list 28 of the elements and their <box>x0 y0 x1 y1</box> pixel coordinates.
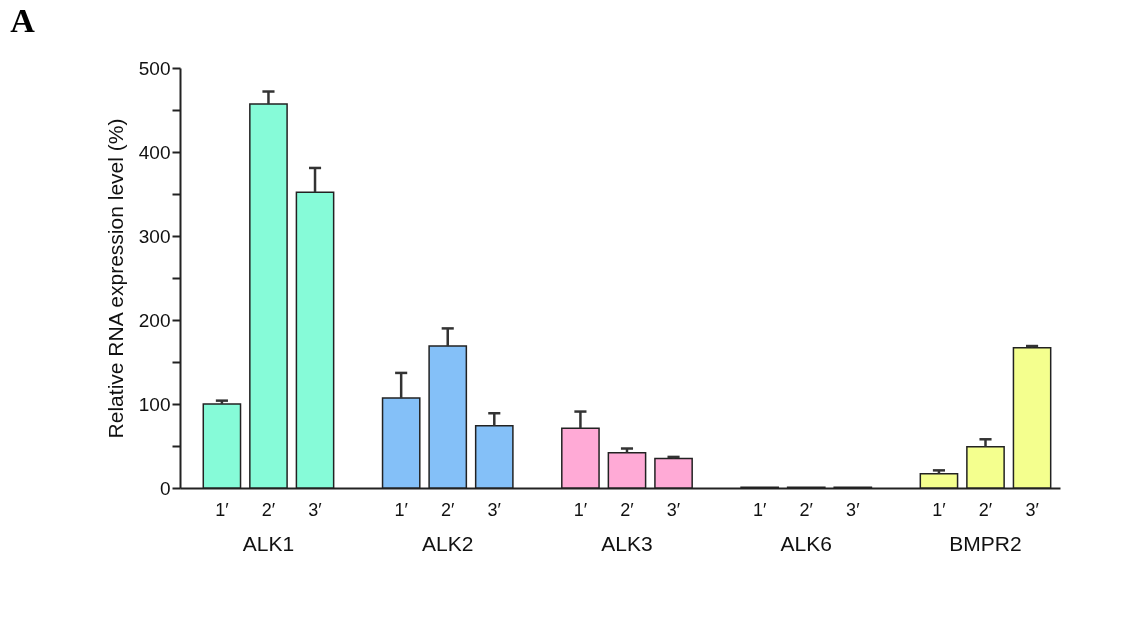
text: ALK1 <box>242 532 295 555</box>
y-tick-label: 100 <box>138 393 171 415</box>
x-tick-label: 1′ <box>752 500 767 520</box>
y-tick-label: 0 <box>159 477 171 499</box>
x-tick-label: 2′ <box>441 500 456 520</box>
x-tick-label: 3′ <box>1025 500 1040 520</box>
x-tick-label: 2′ <box>261 500 276 520</box>
y-tick-label: 200 <box>138 309 171 331</box>
text: BMPR2 <box>949 532 1022 555</box>
text: ALK2 <box>422 532 474 555</box>
x-tick-label: 2′ <box>620 500 635 520</box>
y-tick-label: 500 <box>138 57 171 79</box>
text: ALK3 <box>601 532 653 555</box>
x-tick-label: 3′ <box>308 500 323 520</box>
x-tick-label: 2′ <box>799 500 814 520</box>
x-tick-label: 3′ <box>846 500 861 520</box>
x-tick-label: 2′ <box>978 500 993 520</box>
x-tick-label: 1′ <box>932 500 947 520</box>
y-tick-label: 400 <box>138 141 171 163</box>
x-tick-label: 1′ <box>573 500 588 520</box>
x-tick-label: 3′ <box>666 500 681 520</box>
y-axis-title: Relative RNA expression level (%) <box>103 118 127 439</box>
x-tick-label: 1′ <box>394 500 409 520</box>
y-tick-label: 300 <box>138 225 171 247</box>
x-tick-label: 1′ <box>215 500 230 520</box>
x-tick-label: 3′ <box>487 500 502 520</box>
text: ALK6 <box>780 532 832 555</box>
chart-title: A <box>10 2 36 39</box>
